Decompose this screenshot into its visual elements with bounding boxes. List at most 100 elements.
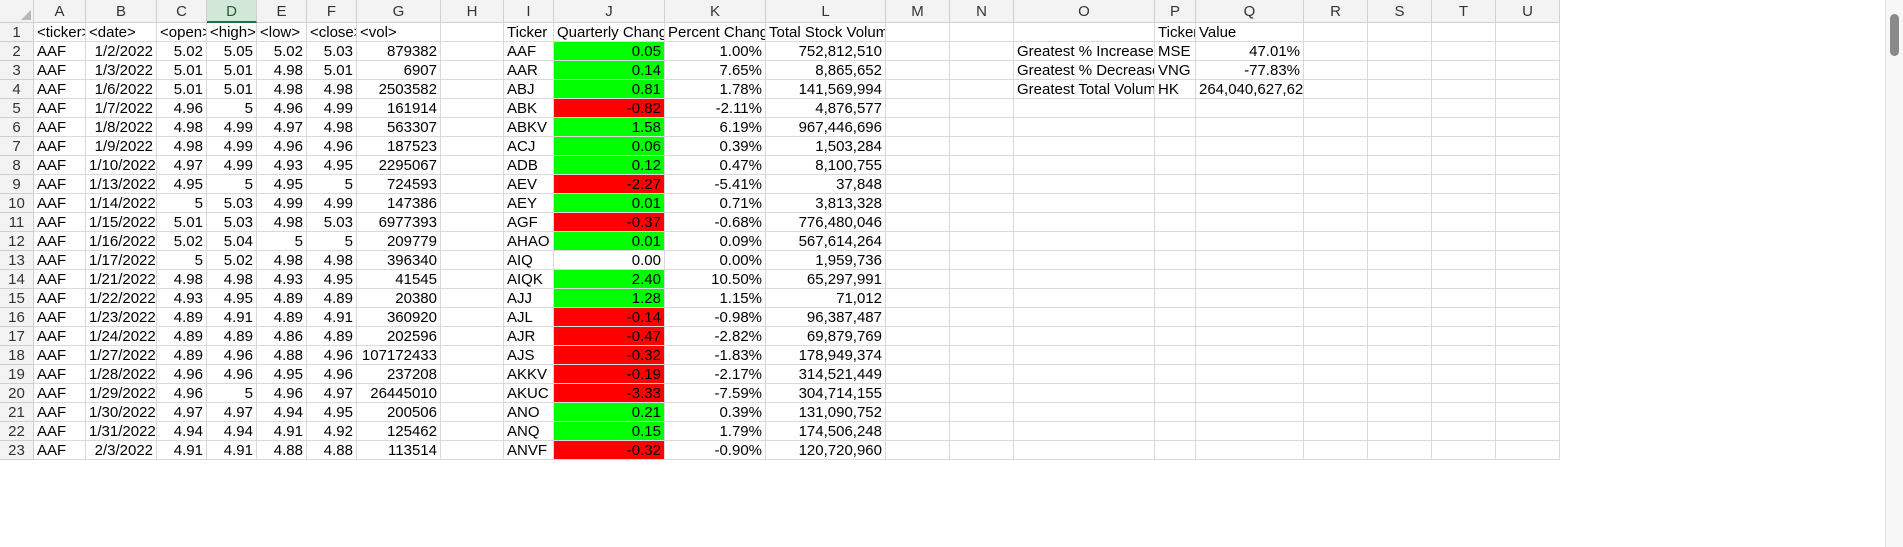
cell-m7[interactable] <box>886 137 950 156</box>
cell-e13[interactable]: 4.98 <box>257 251 307 270</box>
cell-n3[interactable] <box>950 61 1014 80</box>
cell-e23[interactable]: 4.88 <box>257 441 307 460</box>
cell-d23[interactable]: 4.91 <box>207 441 257 460</box>
column-header-l[interactable]: L <box>766 0 886 23</box>
cell-i12[interactable]: AHAO <box>504 232 554 251</box>
cell-a11[interactable]: AAF <box>34 213 86 232</box>
cell-j13[interactable]: 0.00 <box>554 251 665 270</box>
cell-b23[interactable]: 2/3/2022 <box>86 441 157 460</box>
cell-q13[interactable] <box>1196 251 1304 270</box>
cell-e16[interactable]: 4.89 <box>257 308 307 327</box>
cell-q2[interactable]: 47.01% <box>1196 42 1304 61</box>
select-all-corner[interactable] <box>0 0 34 23</box>
cell-f3[interactable]: 5.01 <box>307 61 357 80</box>
cell-t18[interactable] <box>1432 346 1496 365</box>
cell-b14[interactable]: 1/21/2022 <box>86 270 157 289</box>
cell-h10[interactable] <box>441 194 504 213</box>
cell-q18[interactable] <box>1196 346 1304 365</box>
cell-l21[interactable]: 131,090,752 <box>766 403 886 422</box>
cell-t4[interactable] <box>1432 80 1496 99</box>
cell-t17[interactable] <box>1432 327 1496 346</box>
cell-j18[interactable]: -0.32 <box>554 346 665 365</box>
cell-t13[interactable] <box>1432 251 1496 270</box>
cell-k10[interactable]: 0.71% <box>665 194 766 213</box>
cell-r23[interactable] <box>1304 441 1368 460</box>
cell-a6[interactable]: AAF <box>34 118 86 137</box>
cell-f14[interactable]: 4.95 <box>307 270 357 289</box>
cell-f20[interactable]: 4.97 <box>307 384 357 403</box>
cell-k2[interactable]: 1.00% <box>665 42 766 61</box>
cell-k14[interactable]: 10.50% <box>665 270 766 289</box>
cell-i15[interactable]: AJJ <box>504 289 554 308</box>
cell-u8[interactable] <box>1496 156 1560 175</box>
row-header-21[interactable]: 21 <box>0 403 34 422</box>
column-header-m[interactable]: M <box>886 0 950 23</box>
cell-j16[interactable]: -0.14 <box>554 308 665 327</box>
cell-d7[interactable]: 4.99 <box>207 137 257 156</box>
cell-j22[interactable]: 0.15 <box>554 422 665 441</box>
cell-t3[interactable] <box>1432 61 1496 80</box>
cell-a10[interactable]: AAF <box>34 194 86 213</box>
cell-u7[interactable] <box>1496 137 1560 156</box>
cell-m22[interactable] <box>886 422 950 441</box>
cell-p7[interactable] <box>1155 137 1196 156</box>
cell-b5[interactable]: 1/7/2022 <box>86 99 157 118</box>
cell-d14[interactable]: 4.98 <box>207 270 257 289</box>
cell-m8[interactable] <box>886 156 950 175</box>
cell-i23[interactable]: ANVF <box>504 441 554 460</box>
cell-h11[interactable] <box>441 213 504 232</box>
cell-e8[interactable]: 4.93 <box>257 156 307 175</box>
cell-b7[interactable]: 1/9/2022 <box>86 137 157 156</box>
row-header-1[interactable]: 1 <box>0 23 34 42</box>
row-header-6[interactable]: 6 <box>0 118 34 137</box>
cell-p10[interactable] <box>1155 194 1196 213</box>
cell-k17[interactable]: -2.82% <box>665 327 766 346</box>
cell-c23[interactable]: 4.91 <box>157 441 207 460</box>
column-header-n[interactable]: N <box>950 0 1014 23</box>
cell-c1[interactable]: <open> <box>157 23 207 42</box>
cell-s22[interactable] <box>1368 422 1432 441</box>
cell-r18[interactable] <box>1304 346 1368 365</box>
cell-b18[interactable]: 1/27/2022 <box>86 346 157 365</box>
row-header-18[interactable]: 18 <box>0 346 34 365</box>
row-header-13[interactable]: 13 <box>0 251 34 270</box>
cell-m14[interactable] <box>886 270 950 289</box>
cell-h3[interactable] <box>441 61 504 80</box>
cell-u3[interactable] <box>1496 61 1560 80</box>
cell-k5[interactable]: -2.11% <box>665 99 766 118</box>
cell-d6[interactable]: 4.99 <box>207 118 257 137</box>
cell-t2[interactable] <box>1432 42 1496 61</box>
cell-o1[interactable] <box>1014 23 1155 42</box>
cell-s19[interactable] <box>1368 365 1432 384</box>
cell-p1[interactable]: Ticker <box>1155 23 1196 42</box>
cell-l10[interactable]: 3,813,328 <box>766 194 886 213</box>
cell-p17[interactable] <box>1155 327 1196 346</box>
cell-t22[interactable] <box>1432 422 1496 441</box>
cell-h16[interactable] <box>441 308 504 327</box>
cell-r22[interactable] <box>1304 422 1368 441</box>
cell-t20[interactable] <box>1432 384 1496 403</box>
cell-a2[interactable]: AAF <box>34 42 86 61</box>
cell-q9[interactable] <box>1196 175 1304 194</box>
cell-l14[interactable]: 65,297,991 <box>766 270 886 289</box>
cell-i20[interactable]: AKUC <box>504 384 554 403</box>
cell-d15[interactable]: 4.95 <box>207 289 257 308</box>
cell-i11[interactable]: AGF <box>504 213 554 232</box>
cell-l22[interactable]: 174,506,248 <box>766 422 886 441</box>
cell-a21[interactable]: AAF <box>34 403 86 422</box>
cell-n14[interactable] <box>950 270 1014 289</box>
cell-c15[interactable]: 4.93 <box>157 289 207 308</box>
cell-d21[interactable]: 4.97 <box>207 403 257 422</box>
cell-a4[interactable]: AAF <box>34 80 86 99</box>
cell-j10[interactable]: 0.01 <box>554 194 665 213</box>
cell-b6[interactable]: 1/8/2022 <box>86 118 157 137</box>
cell-a18[interactable]: AAF <box>34 346 86 365</box>
cell-q4[interactable]: 264,040,627,627 <box>1196 80 1304 99</box>
cell-m10[interactable] <box>886 194 950 213</box>
cell-e14[interactable]: 4.93 <box>257 270 307 289</box>
cell-r17[interactable] <box>1304 327 1368 346</box>
cell-a14[interactable]: AAF <box>34 270 86 289</box>
cell-p23[interactable] <box>1155 441 1196 460</box>
cell-f4[interactable]: 4.98 <box>307 80 357 99</box>
cell-u22[interactable] <box>1496 422 1560 441</box>
